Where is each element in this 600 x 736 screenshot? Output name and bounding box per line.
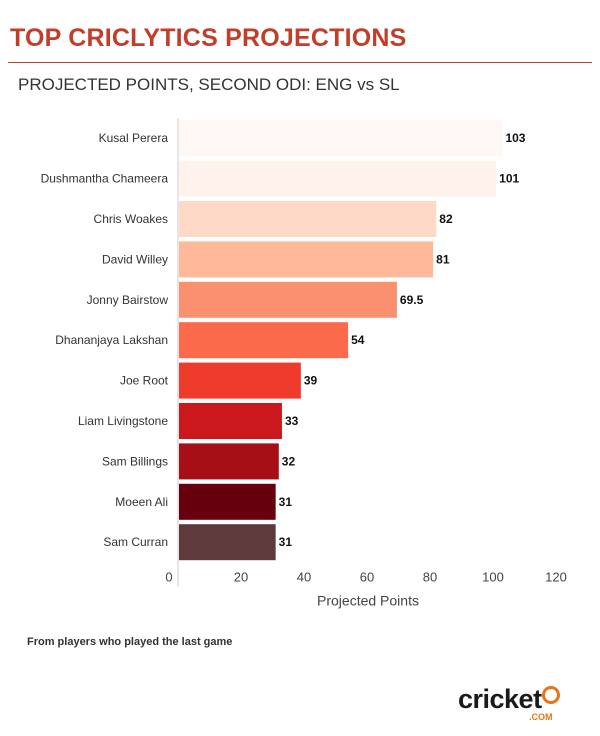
- data-label: 39: [304, 374, 318, 388]
- x-tick-label: 60: [360, 569, 374, 584]
- category-label: Jonny Bairstow: [87, 293, 169, 307]
- bar: [179, 483, 276, 520]
- logo-suffix: .COM: [529, 712, 553, 722]
- category-label: Moeen Ali: [115, 495, 168, 509]
- category-label: David Willey: [102, 252, 168, 266]
- logo-wordmark: cricket: [458, 684, 542, 714]
- x-tick-label: 120: [545, 569, 567, 584]
- bar: [179, 160, 497, 197]
- bar: [179, 362, 301, 399]
- bar: [179, 322, 349, 359]
- category-label: Dushmantha Chameera: [41, 172, 169, 186]
- bar: [179, 443, 279, 480]
- x-axis-label: Projected Points: [317, 592, 419, 608]
- data-label: 101: [499, 172, 519, 186]
- title-divider: [8, 62, 592, 63]
- category-label: Dhananjaya Lakshan: [55, 333, 168, 347]
- bar-chart: Kusal Perera 103 Dushmantha Chameera 101 Chr…: [41, 118, 567, 608]
- cricket-com-logo: cricket .COM: [458, 684, 576, 724]
- x-tick-label: 20: [234, 569, 248, 584]
- chart-subtitle: PROJECTED POINTS, SECOND ODI: ENG vs SL: [18, 75, 400, 94]
- bar: [179, 241, 434, 278]
- bar: [179, 120, 503, 157]
- footnote: From players who played the last game: [27, 636, 233, 648]
- category-label: Kusal Perera: [99, 131, 169, 145]
- x-tick-label: 0: [165, 569, 172, 584]
- category-label: Joe Root: [120, 374, 169, 388]
- category-label: Sam Curran: [103, 535, 168, 549]
- data-label: 103: [505, 131, 525, 145]
- data-label: 82: [439, 212, 453, 226]
- category-label: Sam Billings: [102, 454, 168, 468]
- data-label: 31: [279, 535, 293, 549]
- category-label: Chris Woakes: [94, 212, 168, 226]
- x-tick-label: 80: [423, 569, 437, 584]
- cricket-ball-icon: [542, 686, 560, 704]
- data-label: 32: [282, 454, 296, 468]
- bar: [179, 281, 397, 318]
- data-label: 31: [279, 495, 293, 509]
- x-tick-label: 40: [297, 569, 311, 584]
- data-label: 33: [285, 414, 299, 428]
- data-label: 54: [351, 333, 365, 347]
- page-title: TOP CRICLYTICS PROJECTIONS: [10, 24, 407, 52]
- bar: [179, 403, 282, 439]
- data-label: 69.5: [400, 293, 424, 307]
- x-tick-label: 100: [482, 569, 504, 584]
- bar: [179, 524, 276, 561]
- bar: [179, 201, 437, 237]
- category-label: Liam Livingstone: [78, 414, 168, 428]
- data-label: 81: [436, 252, 450, 266]
